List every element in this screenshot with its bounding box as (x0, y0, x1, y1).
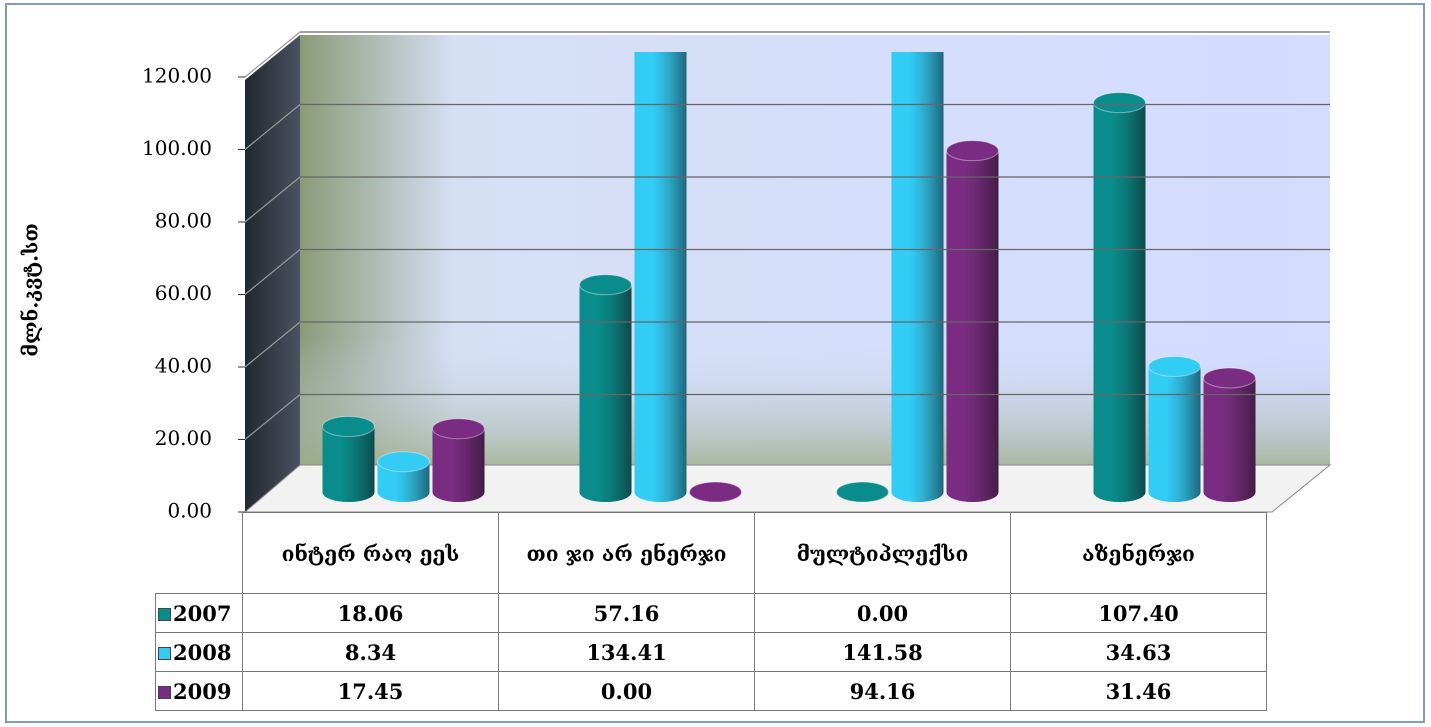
cylinder (891, 52, 944, 502)
bar-shade (322, 426, 375, 502)
bar-cap (946, 140, 999, 162)
category-label: მულტიპლექსი (754, 512, 1011, 594)
grid-line (244, 104, 301, 150)
bar-cap (322, 416, 375, 438)
cylinder (1148, 355, 1201, 502)
legend-label: 2009 (173, 678, 232, 704)
bar-shade (1093, 102, 1146, 503)
table-value: 18.06 (242, 593, 499, 633)
y-tick-label: 20.00 (155, 426, 212, 450)
bar-shade (891, 52, 944, 502)
table-header: ინტერ რაო ეეს თი ჯი არ ენერჯი მულტიპლექსი ა… (155, 512, 1267, 594)
legend-entry: 2009 (155, 671, 243, 711)
y-tick-label: 40.00 (155, 354, 212, 378)
bar-cap (1093, 92, 1146, 114)
bar-shade (377, 461, 430, 502)
blank-cell (155, 512, 243, 594)
table-value: 107.40 (1010, 593, 1267, 633)
grid-line (244, 176, 301, 223)
cylinder (634, 0, 687, 502)
cylinder (1203, 367, 1256, 502)
legend-entry: 2008 (155, 632, 243, 672)
bar-shade (1203, 377, 1256, 502)
data-table: ინტერ რაო ეეს თი ჯი არ ენერჯი მულტიპლექსი ა… (155, 512, 1267, 711)
bar-shade (1148, 366, 1201, 502)
frame (5, 3, 1425, 723)
grid-line (244, 321, 301, 368)
table-value: 134.41 (498, 632, 755, 672)
y-tick-label: 120.00 (142, 64, 212, 88)
legend-entry: 2007 (155, 593, 243, 633)
table-row: 2007 18.06 57.16 0.00 107.40 (155, 593, 1267, 633)
bar-cap (377, 451, 430, 473)
grid-line (244, 394, 301, 440)
category-label: ინტერ რაო ეეს (242, 512, 499, 594)
legend-swatch (158, 646, 171, 660)
y-tick-label: 100.00 (142, 136, 212, 160)
bar-shade (579, 284, 632, 502)
y-axis-label: მლნ.კვტ.სთ (19, 223, 43, 356)
side-wall (245, 35, 300, 512)
cylinder (377, 451, 430, 502)
category-label: თი ჯი არ ენერჯი (498, 512, 755, 594)
table-value: 0.00 (498, 671, 755, 711)
y-tick-label: 60.00 (155, 281, 212, 305)
bar-cap (635, 0, 687, 15)
table-value: 57.16 (498, 593, 755, 633)
bars (322, 0, 1256, 503)
table-value: 141.58 (754, 632, 1011, 672)
legend-label: 2007 (173, 600, 232, 626)
table-value: 0.00 (754, 593, 1011, 633)
y-tick-label: 80.00 (155, 209, 212, 233)
bar-cap (579, 274, 632, 296)
table-row: 2008 8.34 134.41 141.58 34.63 (155, 632, 1267, 672)
grid-line (244, 249, 301, 295)
table-row: 2009 17.45 0.00 94.16 31.46 (155, 671, 1267, 711)
bar-cap (432, 418, 485, 440)
bar-cap (1148, 355, 1201, 377)
bar-cap (689, 481, 742, 503)
legend-label: 2008 (173, 639, 232, 665)
legend-swatch (158, 685, 171, 699)
table-value: 17.45 (242, 671, 499, 711)
table-value: 8.34 (242, 632, 499, 672)
bar-shade (946, 150, 999, 503)
cylinder (432, 418, 485, 502)
bar-shade (634, 52, 687, 502)
cylinder (1093, 92, 1146, 503)
cylinder (579, 274, 632, 502)
category-label: აზენერჯი (1010, 512, 1267, 594)
bar-cap (1203, 367, 1256, 389)
table-value: 94.16 (754, 671, 1011, 711)
cylinder (836, 481, 889, 503)
table-value: 31.46 (1010, 671, 1267, 711)
cylinder (946, 140, 999, 503)
legend-swatch (158, 607, 171, 621)
bar-cap (836, 481, 889, 503)
bar-shade (432, 428, 485, 502)
table-value: 34.63 (1010, 632, 1267, 672)
cylinder (689, 481, 742, 503)
grid-line (244, 31, 301, 78)
cylinder (322, 416, 375, 502)
